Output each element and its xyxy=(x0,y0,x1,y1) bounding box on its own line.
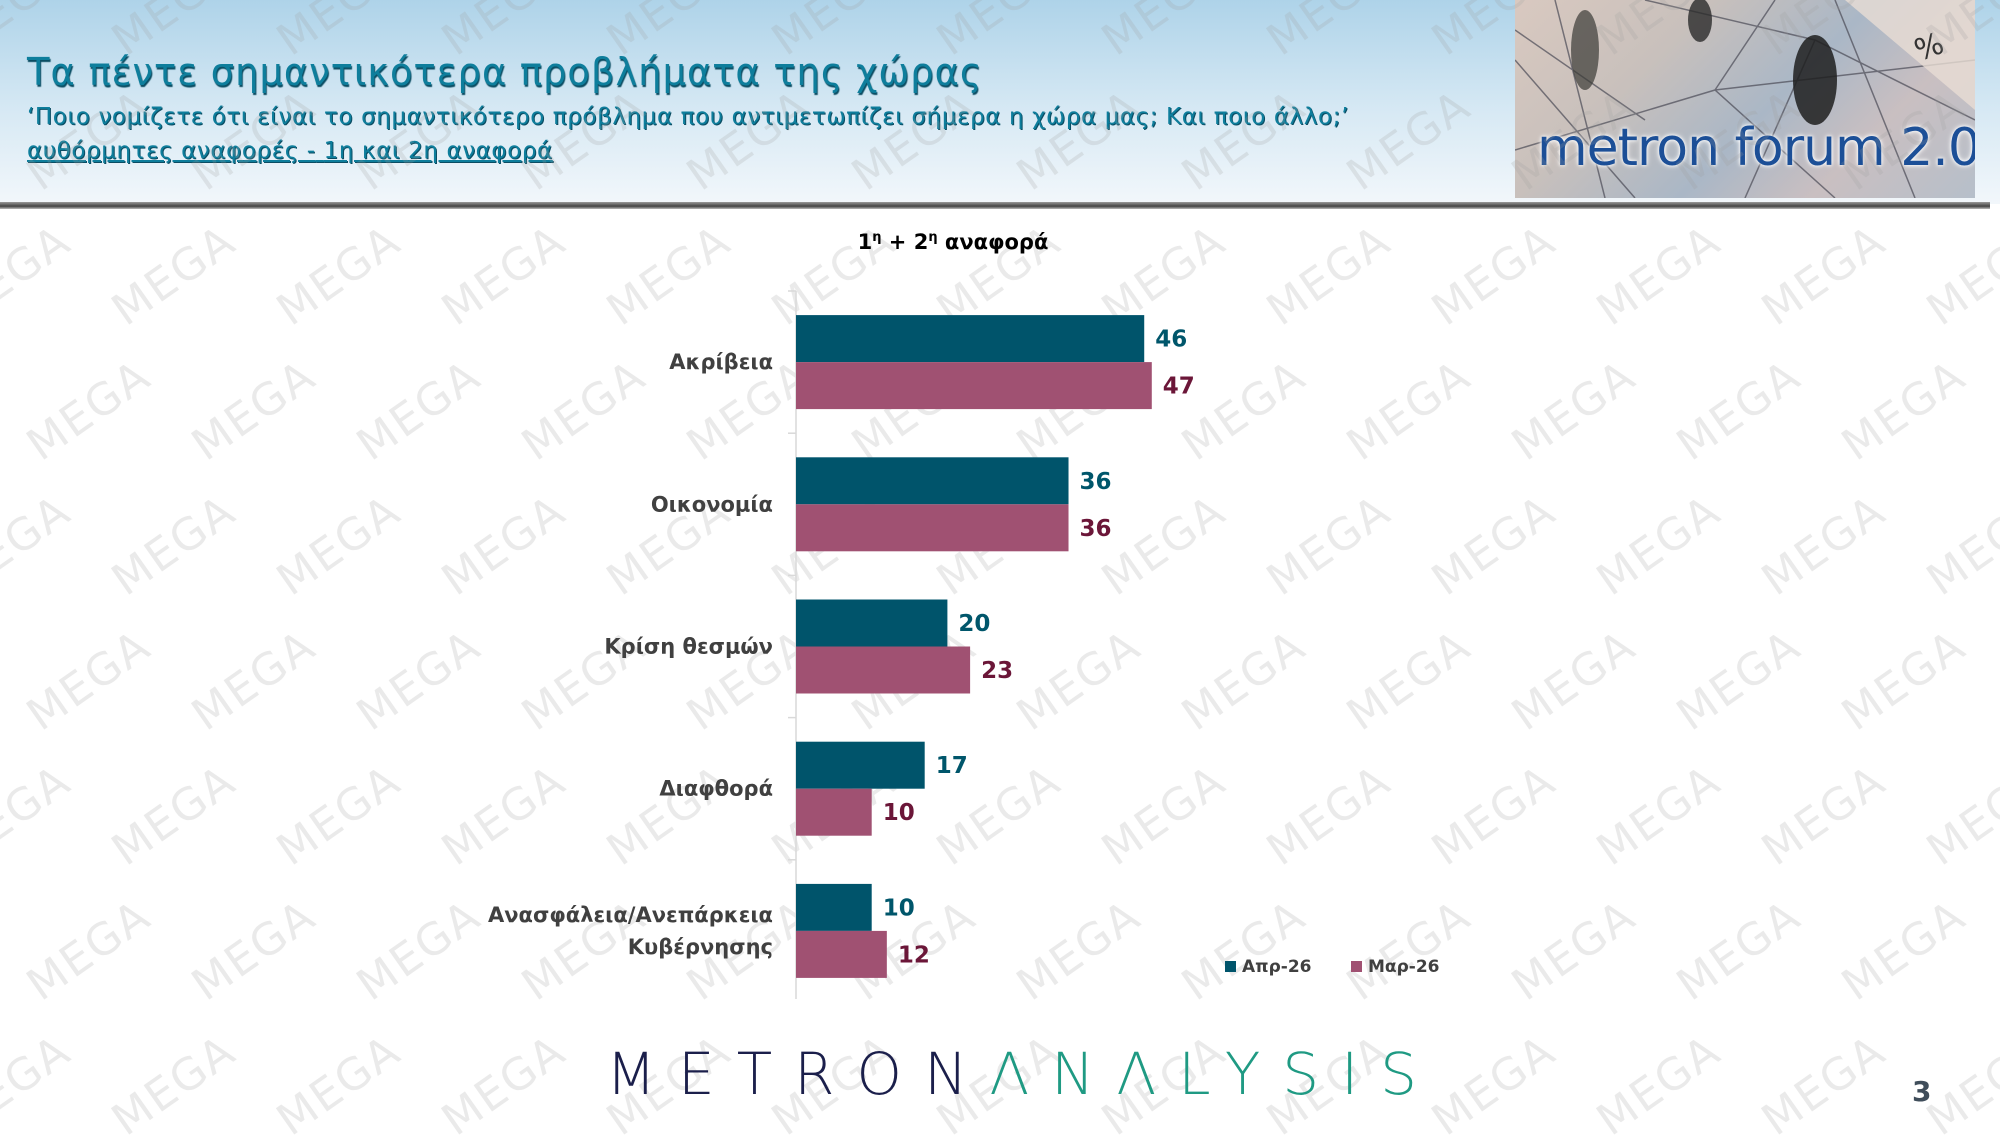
bar-mar-26 xyxy=(796,646,971,694)
metron-forum-banner-image: % metron forum 2.0 xyxy=(1515,0,1975,198)
ordinal-suffix: η xyxy=(928,230,938,245)
data-label: 36 xyxy=(1080,516,1112,542)
category-label: Ανασφάλεια/Ανεπάρκεια Κυβέρνησης xyxy=(488,903,773,959)
bar-apr-26 xyxy=(796,599,948,647)
logo-part1: METRON xyxy=(606,1040,990,1108)
category-label: Κρίση θεσμών xyxy=(604,635,773,659)
bar-apr-26 xyxy=(796,741,925,789)
category-label: Οικονομία xyxy=(651,492,773,516)
note-part1: αυθόρμητες αναφορές - xyxy=(27,138,316,164)
data-label: 46 xyxy=(1155,327,1187,353)
survey-question: ‘Ποιο νομίζετε ότι είναι το σημαντικότερ… xyxy=(27,104,1349,130)
legend-label: Απρ-26 xyxy=(1242,957,1312,977)
data-label: 20 xyxy=(958,611,990,637)
subtitle-note: αυθόρμητες αναφορές - 1η και 2η αναφορά xyxy=(27,138,553,164)
legend-swatch xyxy=(1225,961,1236,972)
note-part2: 1η και 2η αναφορά xyxy=(323,138,553,164)
legend-swatch xyxy=(1351,961,1362,972)
legend-label: Μαρ-26 xyxy=(1368,957,1439,977)
logo-part2: ΛNΛLYSIS xyxy=(989,1040,1439,1108)
bar-mar-26 xyxy=(796,362,1152,410)
bar-mar-26 xyxy=(796,504,1069,552)
bar-apr-26 xyxy=(796,315,1145,363)
bar-apr-26 xyxy=(796,883,872,931)
page-title: Τα πέντε σημαντικότερα προβλήματα της χώ… xyxy=(27,50,983,94)
category-label: Ακρίβεια xyxy=(669,350,773,374)
ordinal-suffix: η xyxy=(872,230,882,245)
data-label: 17 xyxy=(936,753,968,779)
page-number: 3 xyxy=(1912,1075,1932,1108)
chart-title: 1η + 2η αναφορά xyxy=(857,230,1049,254)
bar-apr-26 xyxy=(796,457,1069,505)
data-label: 10 xyxy=(883,800,915,826)
data-label: 10 xyxy=(883,895,915,921)
data-label: 23 xyxy=(981,658,1013,684)
bar-mar-26 xyxy=(796,930,887,978)
category-label: Διαφθορά xyxy=(659,777,773,801)
bar-mar-26 xyxy=(796,788,872,836)
data-label: 36 xyxy=(1080,469,1112,495)
floor-pattern xyxy=(1515,0,1975,198)
data-label: 47 xyxy=(1163,374,1195,400)
metron-analysis-logo: METRONΛNΛLYSIS xyxy=(606,1040,1439,1108)
banner-text: metron forum 2.0 xyxy=(1537,118,1975,178)
data-label: 12 xyxy=(898,942,930,968)
header-divider xyxy=(0,202,1990,209)
